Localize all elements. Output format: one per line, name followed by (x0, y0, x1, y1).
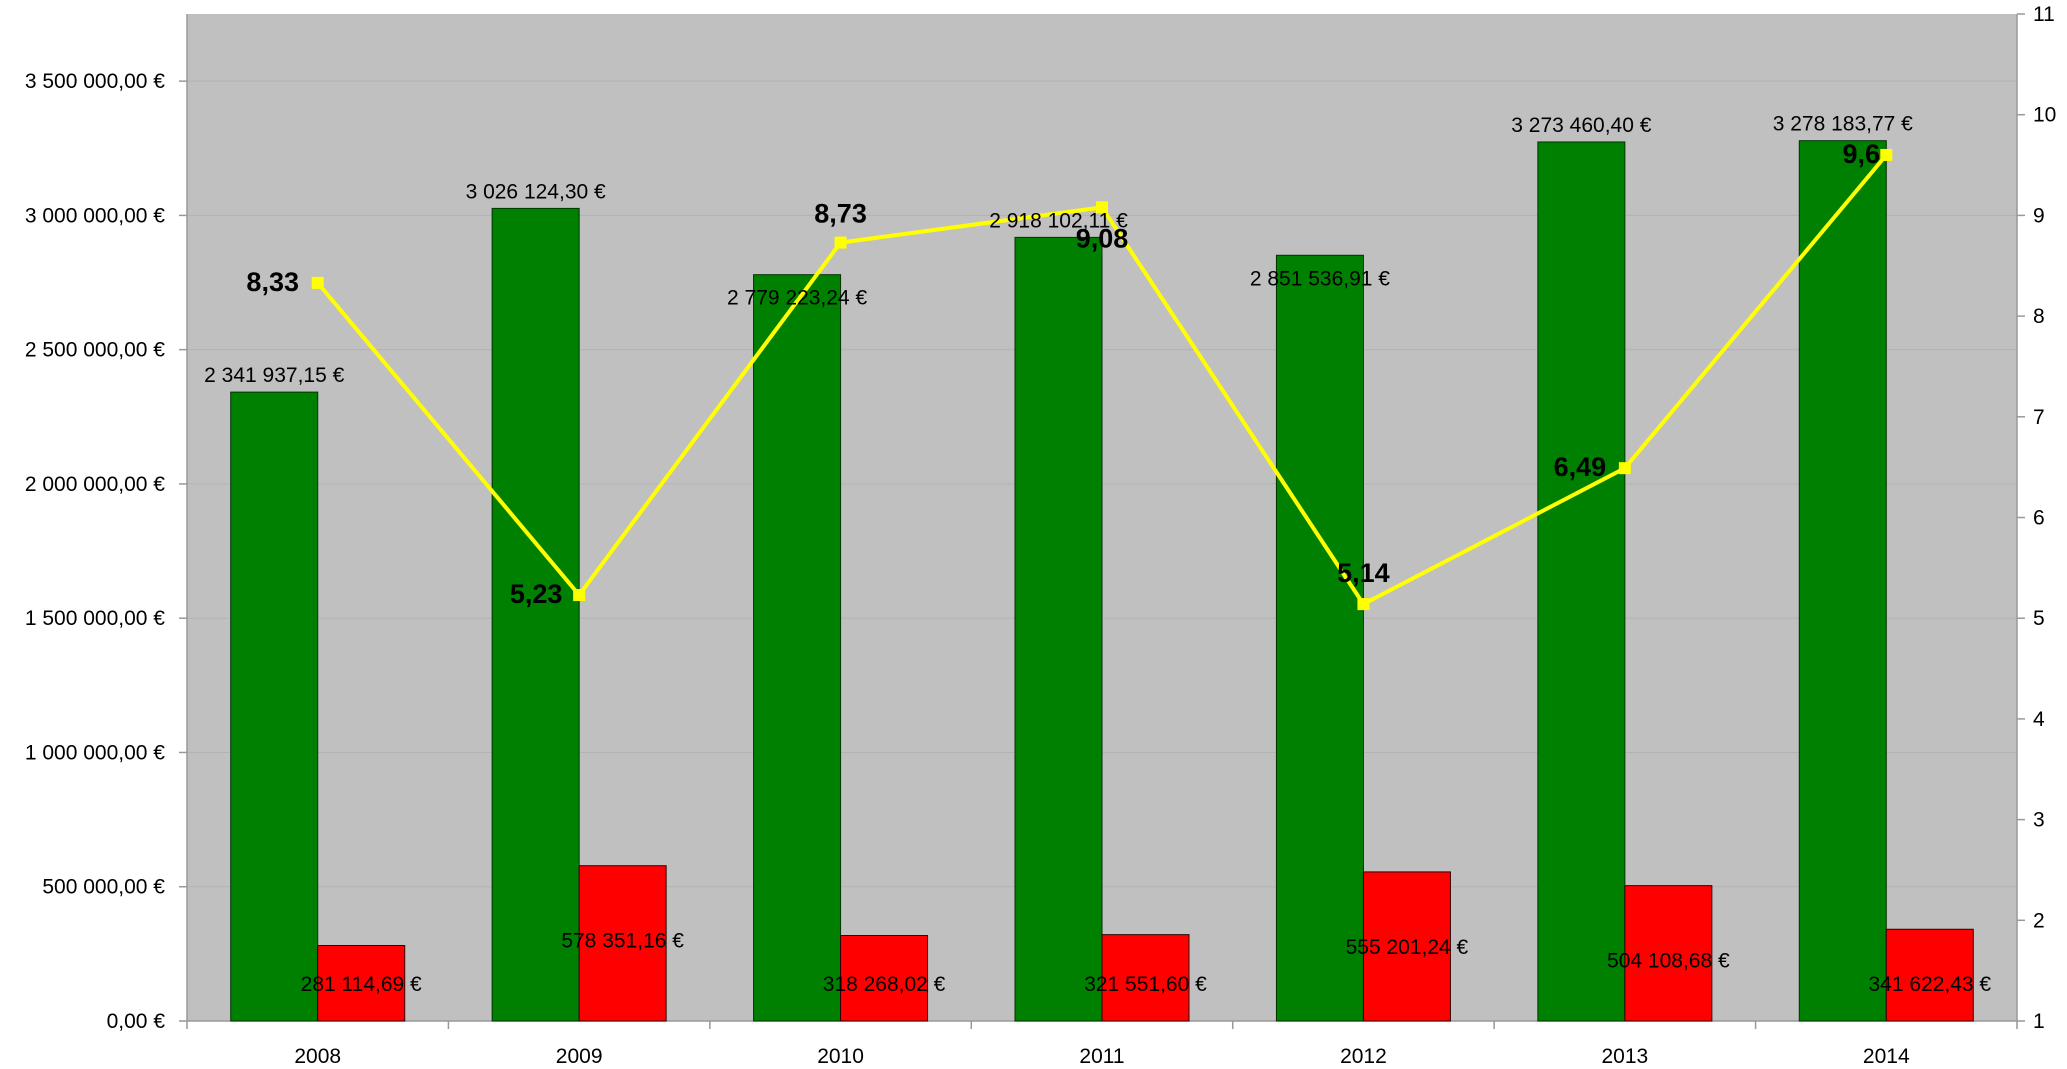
ratio-point (1618, 462, 1631, 475)
ratio-label: 5,14 (1337, 558, 1390, 588)
bar-red (840, 935, 929, 1022)
left-tick-label: 3 500 000,00 € (25, 70, 165, 93)
bar-series (230, 140, 1974, 1022)
left-axis-ticks: 0,00 € 500 000,00 € 1 000 000,00 € 1 500 00… (25, 70, 187, 1033)
right-tick-label: 5 (2033, 607, 2045, 630)
bar-red (1885, 928, 1974, 1022)
bar-red-label: 321 551,60 € (1084, 973, 1207, 996)
bar-green (230, 391, 319, 1022)
ratio-point (1096, 201, 1108, 214)
bar-red (1362, 871, 1451, 1022)
right-tick-label: 7 (2033, 406, 2045, 429)
right-axis-ticks: 1 2 3 4 5 6 7 8 9 10 11 (2017, 3, 2056, 1033)
left-tick-label: 1 500 000,00 € (25, 607, 165, 630)
right-tick-label: 3 (2033, 809, 2045, 832)
bar-red-label: 281 114,69 € (301, 973, 422, 996)
category-label: 2008 (294, 1045, 341, 1068)
ratio-label: 8,73 (814, 199, 867, 229)
bar-green-label: 3 278 183,77 € (1773, 113, 1913, 136)
bar-green (1275, 254, 1364, 1022)
bar-red-label: 504 108,68 € (1607, 950, 1730, 973)
ratio-point (1880, 148, 1893, 161)
ratio-point (1357, 598, 1370, 611)
category-label: 2010 (817, 1045, 864, 1068)
bar-green-label: 2 341 937,15 € (204, 364, 344, 387)
bar-red (1624, 885, 1713, 1022)
bar-green (753, 274, 842, 1022)
bar-green (1798, 140, 1887, 1022)
bar-red-label: 555 201,24 € (1346, 936, 1469, 959)
bar-red-label: 578 351,16 € (561, 930, 684, 953)
bar-red (1101, 934, 1190, 1022)
bar-green-label: 2 918 102,11 € (989, 209, 1128, 232)
left-tick-label: 0,00 € (107, 1010, 166, 1033)
bar-red (317, 945, 406, 1022)
ratio-label: 6,49 (1554, 452, 1607, 482)
ratio-label: 5,23 (510, 579, 563, 609)
right-tick-label: 6 (2033, 507, 2045, 530)
ratio-point (573, 589, 586, 602)
right-tick-label: 11 (2033, 3, 2055, 26)
bar-red (578, 865, 667, 1022)
left-tick-label: 500 000,00 € (42, 876, 165, 899)
bar-green-label: 2 851 536,91 € (1250, 267, 1390, 290)
left-tick-label: 3 000 000,00 € (25, 204, 165, 227)
left-tick-label: 2 000 000,00 € (25, 473, 165, 496)
category-label: 2014 (1863, 1045, 1910, 1068)
data-labels: 2 341 937,15 € 281 114,69 € 3 026 124,30 €… (204, 113, 1991, 996)
bar-green-label: 3 273 460,40 € (1511, 114, 1651, 137)
bar-green (1537, 141, 1626, 1022)
right-tick-label: 4 (2033, 708, 2045, 731)
right-tick-label: 10 (2033, 104, 2056, 127)
line-series (311, 148, 1893, 611)
bar-green (491, 207, 580, 1022)
ratio-point (311, 276, 324, 289)
ratio-label: 9,08 (1076, 223, 1129, 253)
ratio-label: 8,33 (246, 267, 299, 297)
bar-green (1014, 236, 1103, 1022)
left-tick-label: 2 500 000,00 € (25, 339, 165, 362)
right-tick-label: 1 (2033, 1010, 2045, 1033)
bar-red-label: 341 622,43 € (1868, 973, 1991, 996)
category-label: 2009 (556, 1045, 603, 1068)
category-label: 2012 (1340, 1045, 1387, 1068)
category-label: 2013 (1601, 1045, 1648, 1068)
right-tick-label: 9 (2033, 204, 2045, 227)
ratio-point (834, 236, 847, 249)
ratio-label: 9,6 (1843, 139, 1881, 169)
left-tick-label: 1 000 000,00 € (25, 741, 165, 764)
bar-green-label: 3 026 124,30 € (466, 180, 606, 203)
category-labels: 2008 2009 2010 2011 2012 2013 2014 (294, 1045, 1910, 1068)
right-tick-label: 2 (2033, 909, 2045, 932)
bar-green-label: 2 779 223,24 € (727, 287, 867, 310)
bar-red-label: 318 268,02 € (823, 973, 946, 996)
category-label: 2011 (1079, 1045, 1124, 1068)
right-tick-label: 8 (2033, 305, 2045, 328)
